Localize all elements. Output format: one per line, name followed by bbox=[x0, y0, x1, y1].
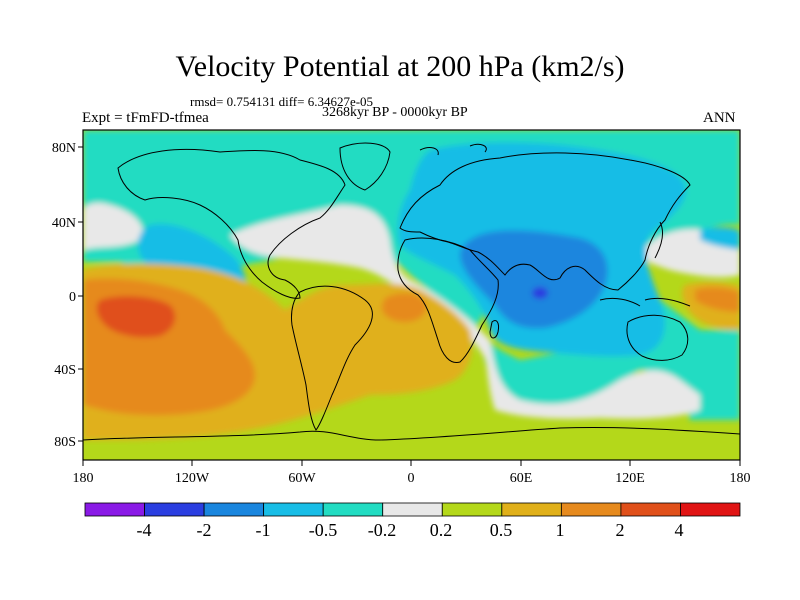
colorbar-swatch bbox=[620, 502, 681, 517]
season-label: ANN bbox=[703, 110, 736, 126]
colorbar-label: 4 bbox=[675, 520, 684, 540]
lat-tick-label: 80S bbox=[54, 435, 76, 450]
greenland-coast bbox=[339, 142, 391, 191]
colorbar-label: 2 bbox=[616, 520, 625, 540]
lat-tick-label: 40N bbox=[52, 216, 76, 231]
antarctica-coast bbox=[83, 426, 740, 441]
north-america-coast bbox=[117, 148, 346, 299]
map-title: Velocity Potential at 200 hPa (km2/s) bbox=[175, 50, 625, 83]
contour-field bbox=[83, 130, 740, 460]
madagascar-coast bbox=[489, 319, 499, 339]
japan-coast bbox=[654, 221, 663, 259]
contour-pos-strong-core bbox=[96, 296, 176, 338]
colorbar-labels: -4 -2 -1 -0.5 -0.2 0.2 0.5 1 2 4 bbox=[137, 520, 684, 540]
colorbar-label: -4 bbox=[137, 520, 152, 540]
lon-tick-label: 60E bbox=[510, 471, 533, 486]
colorbar-swatch bbox=[680, 502, 741, 517]
lon-tick-label: 0 bbox=[408, 471, 415, 486]
south-america-coast bbox=[291, 285, 373, 431]
colorbar-label: 0.2 bbox=[430, 520, 453, 540]
colorbar-label: -0.2 bbox=[368, 520, 397, 540]
period-label: 3268kyr BP - 0000kyr BP bbox=[322, 105, 468, 120]
colorbar-label: 1 bbox=[556, 520, 565, 540]
colorbar-swatch bbox=[322, 502, 384, 517]
contour-neg-mid-asia bbox=[460, 230, 608, 329]
lon-tick-label: 120W bbox=[175, 471, 210, 486]
colorbar-swatch bbox=[382, 502, 443, 517]
stats-label: rmsd= 0.754131 diff= 6.34627e-05 bbox=[190, 94, 374, 109]
colorbar-swatch bbox=[441, 502, 503, 517]
lon-tick-label: 120E bbox=[615, 471, 645, 486]
coastlines bbox=[83, 142, 740, 441]
indonesia-coast bbox=[599, 297, 691, 307]
colorbar-label: -1 bbox=[256, 520, 271, 540]
contour-neg-strong-core bbox=[532, 287, 548, 299]
lat-tick-label: 0 bbox=[69, 290, 76, 305]
colorbar-swatch bbox=[144, 502, 205, 517]
tick-marks bbox=[78, 146, 741, 466]
colorbar-swatch bbox=[203, 502, 265, 517]
contour-neutral-band bbox=[83, 202, 700, 419]
colorbar bbox=[84, 502, 741, 517]
colorbar-label: 0.5 bbox=[490, 520, 513, 540]
lon-tick-label: 60W bbox=[288, 471, 316, 486]
lat-tick-label: 40S bbox=[54, 363, 76, 378]
contour-neg-weak-east bbox=[700, 227, 740, 250]
lon-tick-label: 180 bbox=[730, 471, 751, 486]
experiment-label: Expt = tFmFD-tfmea bbox=[82, 110, 209, 126]
colorbar-swatch bbox=[263, 502, 324, 517]
colorbar-label: -0.5 bbox=[309, 520, 338, 540]
contour-pos-mid-atlantic bbox=[381, 293, 427, 322]
colorbar-swatch bbox=[501, 502, 562, 517]
arctic-islands-coast bbox=[419, 143, 487, 156]
africa-coast bbox=[397, 237, 499, 364]
lon-tick-label: 180 bbox=[73, 471, 94, 486]
colorbar-swatch bbox=[560, 502, 622, 517]
australia-coast bbox=[626, 314, 689, 361]
colorbar-label: -2 bbox=[197, 520, 212, 540]
colorbar-swatch bbox=[84, 502, 145, 517]
lat-tick-label: 80N bbox=[52, 141, 76, 156]
contour-pos-mid-east bbox=[695, 287, 740, 312]
